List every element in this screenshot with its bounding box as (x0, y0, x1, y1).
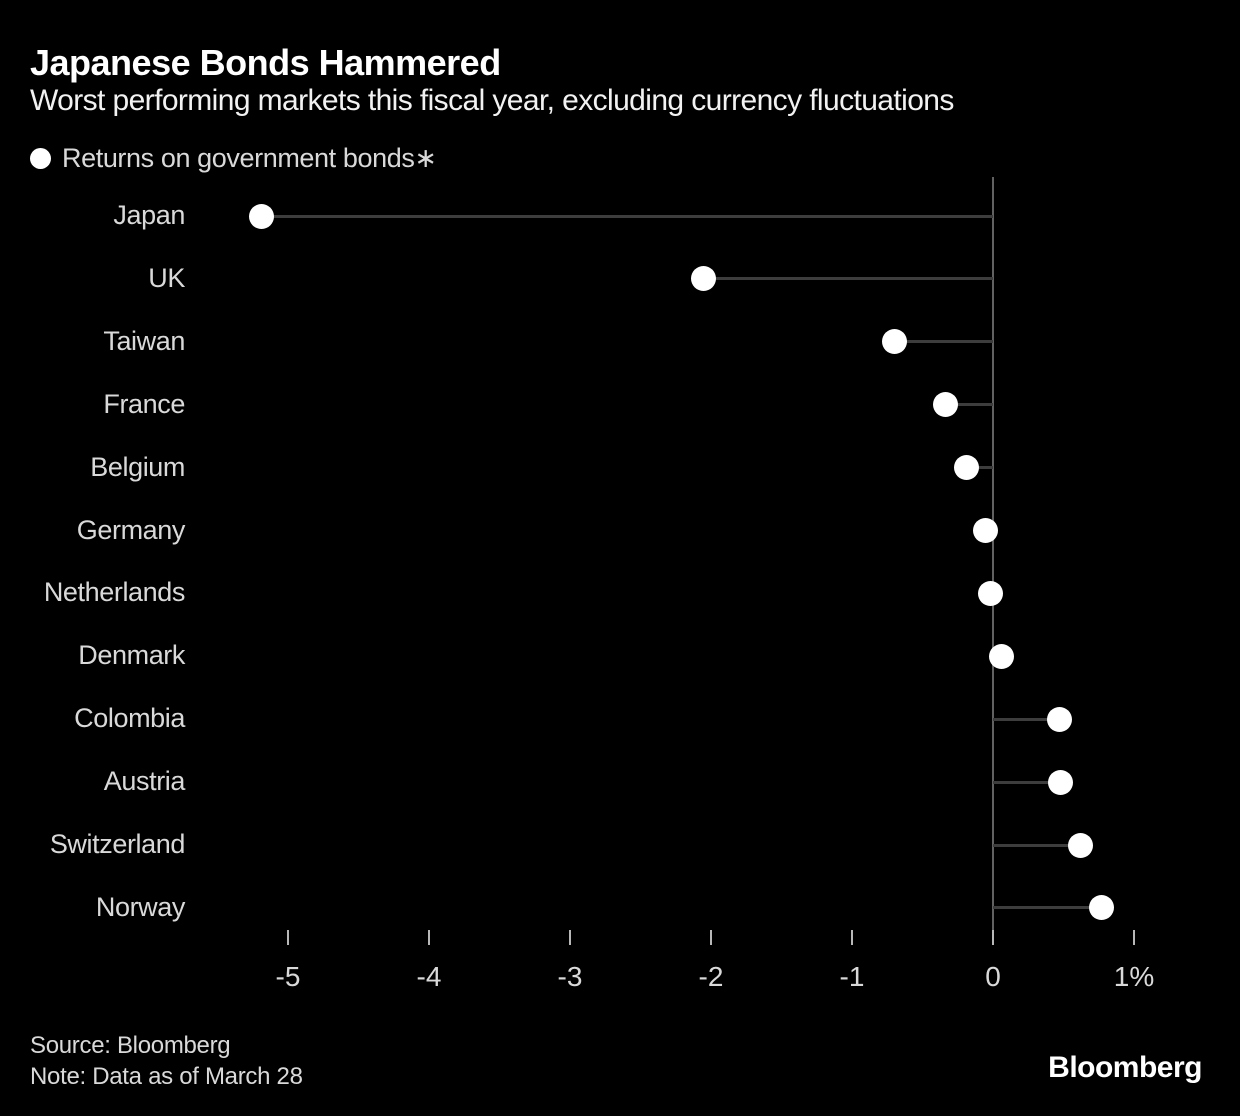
data-point-dot (988, 643, 1014, 669)
lollipop-stem (993, 780, 1061, 784)
row-label-taiwan: Taiwan (103, 325, 185, 356)
x-axis-tick (851, 930, 853, 945)
data-point-dot (1089, 895, 1115, 921)
row-label-belgium: Belgium (90, 451, 185, 482)
footer-note: Note: Data as of March 28 (30, 1063, 303, 1090)
row-label-germany: Germany (76, 514, 186, 545)
data-point-dot (973, 518, 999, 543)
row-label-colombia: Colombia (74, 703, 185, 734)
x-axis-tick-label: -2 (698, 961, 724, 992)
data-point-dot (932, 392, 958, 418)
x-axis-tick (1133, 930, 1135, 945)
x-axis-tick-label: -4 (416, 961, 442, 992)
axis-zero-line (992, 177, 994, 945)
row-label-netherlands: Netherlands (43, 577, 186, 608)
bloomberg-logo: Bloomberg (1048, 1051, 1202, 1084)
data-point-dot (953, 455, 979, 481)
data-point-dot (977, 580, 1003, 606)
row-label-norway: Norway (95, 891, 186, 922)
x-axis-tick-label: -3 (557, 961, 583, 992)
data-point-dot (1048, 769, 1074, 795)
x-axis-tick (428, 930, 430, 945)
legend-label: Returns on government bonds∗ (62, 142, 437, 173)
row-label-japan: Japan (113, 200, 185, 230)
row-label-switzerland: Switzerland (49, 829, 186, 859)
data-point-dot (248, 203, 274, 229)
legend: Returns on government bonds∗ (30, 143, 437, 173)
row-label-denmark: Denmark (78, 640, 185, 671)
data-point-dot (1046, 706, 1072, 732)
data-point-dot (1067, 832, 1093, 858)
lollipop-stem (261, 214, 993, 218)
page-title: Japanese Bonds Hammered (30, 42, 501, 83)
data-point-dot (881, 329, 907, 355)
x-axis-tick (992, 930, 994, 945)
lollipop-stem (894, 340, 993, 344)
legend-dot-icon (30, 147, 51, 169)
page-subtitle: Worst performing markets this fiscal yea… (30, 84, 954, 117)
x-axis-tick-label: 0 (985, 961, 1001, 992)
lollipop-stem (966, 466, 993, 470)
lollipop-stem (993, 843, 1081, 847)
x-axis-tick-label: -1 (839, 961, 865, 992)
x-axis-tick-label: 1% (1113, 961, 1155, 992)
lollipop-stem (993, 906, 1102, 910)
lollipop-stem (993, 717, 1060, 721)
lollipop-stem (703, 277, 993, 281)
data-point-dot (691, 266, 717, 292)
x-axis-tick (569, 930, 571, 945)
row-label-uk: UK (148, 262, 185, 293)
row-label-france: France (103, 388, 185, 419)
x-axis-tick (287, 930, 289, 945)
footer-source: Source: Bloomberg (30, 1032, 231, 1059)
row-label-austria: Austria (103, 766, 186, 797)
x-axis-tick-label: -5 (275, 961, 301, 992)
lollipop-stem (945, 403, 993, 407)
x-axis-tick (710, 930, 712, 945)
